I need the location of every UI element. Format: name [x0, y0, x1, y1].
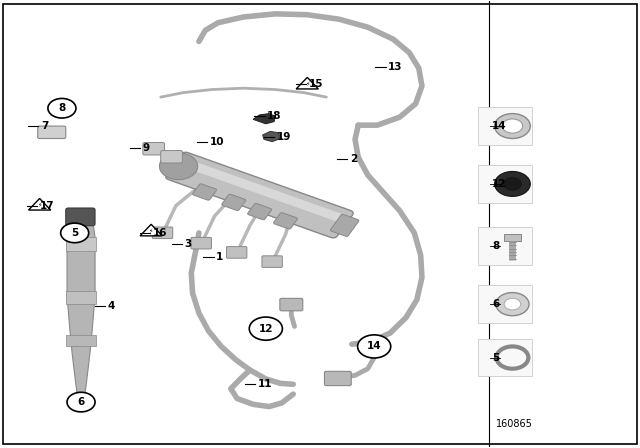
Text: 18: 18	[267, 111, 282, 121]
FancyBboxPatch shape	[324, 371, 351, 386]
Polygon shape	[140, 224, 162, 236]
Circle shape	[504, 178, 522, 190]
Text: 6: 6	[492, 299, 499, 309]
Circle shape	[504, 298, 521, 310]
FancyBboxPatch shape	[280, 298, 303, 311]
FancyBboxPatch shape	[227, 246, 247, 258]
Text: 7: 7	[41, 121, 48, 131]
Text: ⚡: ⚡	[37, 203, 42, 208]
FancyBboxPatch shape	[193, 184, 216, 200]
Text: ⚡: ⚡	[305, 82, 310, 87]
Text: 14: 14	[367, 341, 381, 351]
Text: 17: 17	[40, 201, 54, 211]
Polygon shape	[253, 114, 275, 124]
Text: 19: 19	[276, 132, 291, 142]
Circle shape	[496, 293, 529, 316]
Bar	[67, 291, 96, 304]
FancyBboxPatch shape	[38, 126, 66, 138]
Text: 8: 8	[492, 241, 499, 251]
Text: 12: 12	[259, 323, 273, 334]
Text: 160865: 160865	[496, 419, 532, 429]
Text: 11: 11	[257, 379, 272, 389]
FancyBboxPatch shape	[262, 256, 282, 267]
FancyBboxPatch shape	[330, 214, 359, 237]
FancyBboxPatch shape	[221, 194, 246, 211]
Circle shape	[249, 317, 282, 340]
Circle shape	[48, 99, 76, 118]
Text: 5: 5	[71, 228, 78, 238]
FancyBboxPatch shape	[66, 208, 95, 226]
Text: 6: 6	[77, 397, 84, 407]
Polygon shape	[67, 220, 95, 406]
Text: 14: 14	[492, 121, 507, 131]
Bar	[67, 237, 96, 251]
FancyBboxPatch shape	[161, 151, 182, 163]
Text: 4: 4	[108, 302, 115, 311]
Circle shape	[495, 172, 531, 196]
Text: 5: 5	[492, 353, 499, 362]
Text: 8: 8	[58, 103, 65, 113]
Bar	[67, 335, 96, 346]
Circle shape	[495, 114, 531, 138]
Text: 3: 3	[184, 239, 191, 249]
FancyBboxPatch shape	[273, 213, 298, 229]
Bar	[477, 107, 532, 145]
Text: 1: 1	[216, 252, 223, 263]
Bar	[477, 227, 532, 265]
Bar	[477, 285, 532, 323]
FancyBboxPatch shape	[166, 152, 353, 238]
Bar	[477, 339, 532, 376]
Bar	[477, 165, 532, 203]
Circle shape	[358, 335, 391, 358]
FancyBboxPatch shape	[143, 142, 164, 155]
Polygon shape	[29, 198, 51, 210]
Text: 10: 10	[210, 137, 224, 146]
Text: ⚡: ⚡	[149, 228, 154, 233]
FancyBboxPatch shape	[248, 203, 271, 220]
Polygon shape	[79, 406, 84, 411]
Text: 13: 13	[388, 62, 403, 72]
Circle shape	[67, 392, 95, 412]
Text: 16: 16	[152, 228, 167, 238]
Text: 9: 9	[143, 143, 150, 153]
Bar	[504, 234, 522, 241]
Polygon shape	[296, 78, 318, 89]
Circle shape	[159, 153, 198, 180]
FancyBboxPatch shape	[184, 160, 342, 221]
FancyBboxPatch shape	[152, 227, 173, 239]
Circle shape	[61, 223, 89, 243]
FancyBboxPatch shape	[191, 237, 211, 249]
Text: 2: 2	[350, 155, 357, 164]
Text: 15: 15	[308, 79, 323, 89]
Polygon shape	[262, 131, 280, 142]
Text: 12: 12	[492, 179, 506, 189]
Circle shape	[502, 119, 523, 133]
